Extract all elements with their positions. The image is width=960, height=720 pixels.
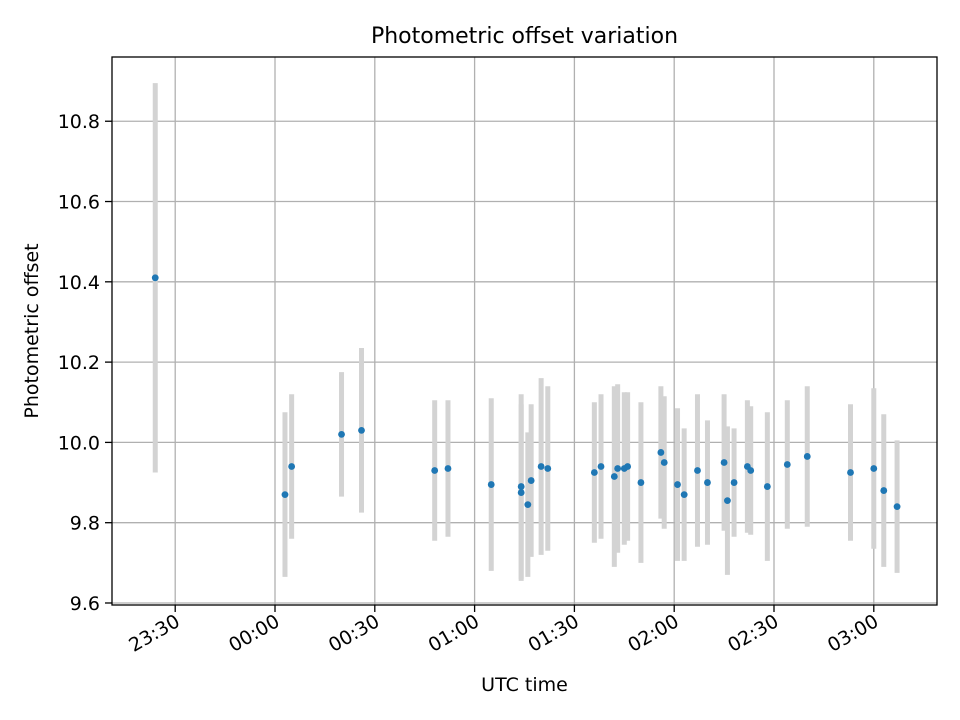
data-point [637,479,645,486]
data-point [597,463,605,470]
y-tick-label: 10.4 [58,272,100,294]
y-tick-label: 10.0 [58,432,100,454]
data-point [358,426,365,434]
chart-title: Photometric offset variation [371,24,678,49]
data-point [527,477,535,484]
data-point [610,473,618,480]
data-point [151,274,159,282]
plot-area-frame [111,56,938,606]
data-point [431,467,439,474]
grid [112,57,937,605]
y-tick-label: 10.2 [58,352,100,374]
data-point [674,481,681,488]
data-point [724,497,731,505]
data-point [517,483,525,490]
data-point [614,465,622,472]
data-point [783,461,791,468]
data-point [517,489,525,496]
data-point [524,501,532,509]
data-point [590,469,598,476]
data-point [694,467,701,474]
y-axis-label: Photometric offset [21,243,43,418]
y-axis: 9.6 9.8 10.0 10.2 10.4 10.6 10.8 [58,111,112,615]
data-point [847,469,854,476]
data-point [281,491,289,498]
data-point [660,459,668,466]
data-point [870,465,878,472]
data-point [720,459,728,466]
data-point [487,481,495,488]
data-point [704,479,711,486]
x-axis-label: UTC time [481,674,568,696]
data-point [763,483,771,490]
data-point [537,463,545,470]
data-point [803,453,811,460]
data-point [893,503,901,511]
data-point [730,479,738,486]
data-point [657,449,665,456]
data-point [444,465,452,472]
data-point [288,463,296,470]
y-tick-label: 10.6 [58,192,100,214]
data-point [338,430,345,438]
y-tick-label: 9.8 [70,513,100,535]
y-tick-label: 10.8 [58,111,100,133]
data-point [880,487,888,494]
data-point [747,467,755,474]
data-point [624,463,632,470]
data-point [544,465,552,472]
y-tick-label: 9.6 [70,593,100,615]
data-points [151,274,901,511]
data-point [680,491,688,498]
